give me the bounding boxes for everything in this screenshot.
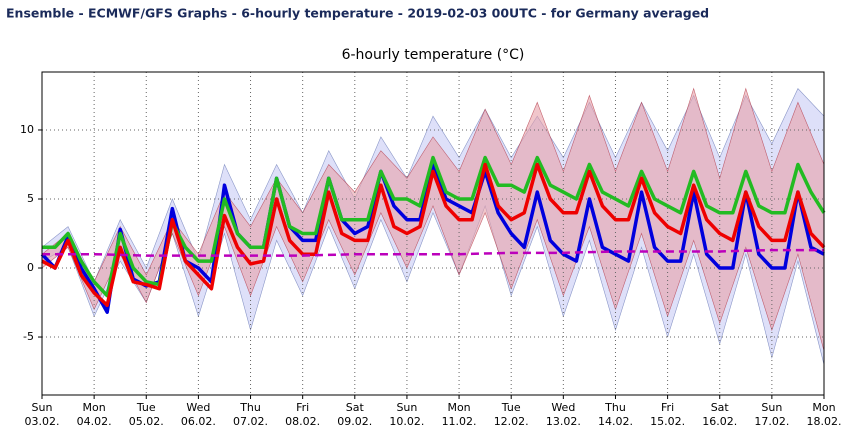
y-tick-label: 5 (27, 192, 34, 205)
x-tick-date: 18.02. (807, 415, 842, 428)
series-line (41, 162, 826, 308)
x-tick-label: Sun (32, 401, 53, 414)
x-tick-date: 06.02. (181, 415, 216, 428)
x-tick-date: 08.02. (285, 415, 320, 428)
x-tick-date: 12.02. (494, 415, 529, 428)
x-tick-date: 03.02. (25, 415, 60, 428)
x-tick-label: Sun (396, 401, 417, 414)
x-tick-date: 14.02. (598, 415, 633, 428)
chart-title: 6-hourly temperature (°C) (342, 47, 525, 63)
series-line (42, 248, 824, 257)
x-tick-date: 17.02. (754, 415, 789, 428)
x-tick-date: 11.02. (442, 415, 477, 428)
y-tick-label: -5 (23, 330, 34, 343)
x-tick-label: Sat (711, 401, 730, 414)
x-tick-date: 10.02. (389, 415, 424, 428)
x-tick-label: Wed (186, 401, 210, 414)
x-tick-date: 09.02. (337, 415, 372, 428)
page-header: Ensemble - ECMWF/GFS Graphs - 6-hourly t… (6, 6, 709, 21)
x-tick-date: 07.02. (233, 415, 268, 428)
plot-border (41, 71, 825, 396)
x-tick-date: 13.02. (546, 415, 581, 428)
series-line (40, 162, 825, 314)
x-tick-label: Fri (661, 401, 674, 414)
x-tick-label: Thu (239, 401, 261, 414)
x-tick-label: Mon (447, 401, 470, 414)
x-tick-label: Tue (501, 401, 521, 414)
x-tick-date: 05.02. (129, 415, 164, 428)
x-tick-date: 16.02. (702, 415, 737, 428)
x-tick-label: Wed (551, 401, 575, 414)
x-tick-date: 15.02. (650, 415, 685, 428)
x-tick-label: Mon (83, 401, 106, 414)
x-tick-date: 04.02. (77, 415, 112, 428)
y-tick-label: 0 (27, 261, 34, 274)
x-tick-label: Fri (296, 401, 309, 414)
x-tick-label: Tue (136, 401, 156, 414)
x-tick-label: Sat (346, 401, 365, 414)
x-tick-label: Thu (604, 401, 626, 414)
x-tick-label: Sun (761, 401, 782, 414)
x-tick-label: Mon (812, 401, 835, 414)
y-tick-label: 10 (20, 123, 34, 136)
